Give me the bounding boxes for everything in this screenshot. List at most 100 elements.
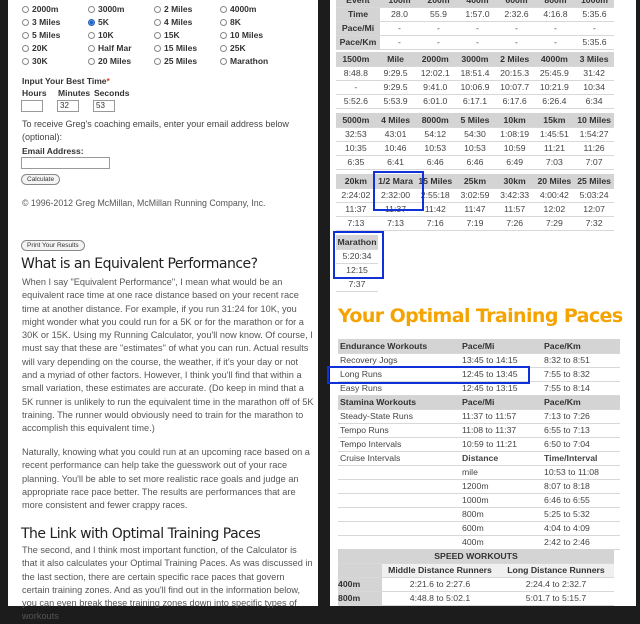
table-cell: - [380,21,419,36]
table-cell: - [336,80,376,95]
table-cell: 5:25 to 5:32 [542,507,620,522]
training-table: Endurance Workouts Pace/Mi Pace/Km Recovery… [338,339,620,550]
radio-marathon[interactable]: Marathon [220,56,268,66]
radio-20-miles[interactable]: 20 Miles [88,56,131,66]
header-cell: 20km [336,174,376,189]
table-cell: 2:32.6 [497,7,536,22]
radio-20k[interactable]: 20K [22,43,48,53]
table-cell: 11:37 to 11:57 [460,409,542,424]
training-row: Tempo Runs 11:08 to 11:37 6:55 to 7:13 [338,423,620,438]
speed-title: SPEED WORKOUTS [338,549,614,564]
radio-10k[interactable]: 10K [88,30,114,40]
radio-800m[interactable]: 800m [22,0,54,1]
table-cell: 4:16.8 [536,7,575,22]
header-cell: 10km [494,113,535,128]
radio-8k[interactable]: 8K [220,17,241,27]
radio-circle-icon[interactable] [154,44,161,52]
radio-3-miles[interactable]: 3 Miles [22,17,60,27]
radio-15-miles[interactable]: 15 Miles [154,43,197,53]
radio-circle-icon[interactable] [220,57,227,65]
results-panel: Event100m200m400m600m800m1000mTime28.055… [327,0,636,606]
speed-row: 400m 2:21.6 to 2:27.6 2:24.4 to 2:32.7 [338,577,614,592]
radio-30k[interactable]: 30K [22,56,48,66]
header-cell: 5 Miles [455,113,495,128]
radio-circle-icon[interactable] [154,18,161,26]
radio-circle-icon[interactable] [88,18,95,26]
table-cell: 5:35.6 [575,7,614,22]
radio-half-mar[interactable]: Half Mar [88,43,132,53]
highlight-marathon [333,231,384,279]
radio-15k[interactable]: 15K [154,30,180,40]
radio-2-miles[interactable]: 2 Miles [154,4,192,14]
radio-1500m[interactable]: 1500m [154,0,190,1]
radio-circle-icon[interactable] [22,31,29,39]
radio-circle-icon[interactable] [154,31,161,39]
radio-4000m[interactable]: 4000m [220,4,256,14]
cruise-row: 800m 5:25 to 5:32 [338,507,620,522]
radio-circle-icon[interactable] [88,5,95,13]
table-cell: 6:01.0 [415,94,456,109]
hours-input[interactable] [21,100,43,112]
naturally-paragraph: Naturally, knowing what you could run at… [22,447,310,511]
radio-circle-icon[interactable] [220,31,227,39]
calculate-button[interactable]: Calculate [21,174,61,185]
radio-circle-icon[interactable] [22,44,29,52]
table-cell [338,479,460,494]
radio-circle-icon[interactable] [220,18,227,26]
table-cell: 11:26 [574,141,614,156]
table-cell: 7:19 [455,216,495,231]
seconds-input[interactable]: 53 [93,100,115,112]
radio-2000m[interactable]: 2000m [22,4,58,14]
radio-10-miles[interactable]: 10 Miles [220,30,263,40]
radio-5k[interactable]: 5K [88,17,109,27]
radio-circle-icon[interactable] [22,18,29,26]
header-cell: 25 Miles [574,174,614,189]
table-cell: 6:41 [375,155,416,170]
header-cell: 1000m [575,0,614,8]
radio-circle-icon[interactable] [22,57,29,65]
table-cell: 9:29.5 [375,66,416,81]
table-cell: 7:03 [534,155,575,170]
speed-title-row: SPEED WORKOUTS [338,549,614,564]
radio-circle-icon[interactable] [220,44,227,52]
header-cell: 4000m [534,52,575,67]
radio-circle-icon[interactable] [88,44,95,52]
print-results-button[interactable]: Print Your Results [21,240,85,251]
results-table-0: 1500m Mile 2000m 3000m 2 Miles 4000m 3 Miles 8:… [336,52,614,109]
table-cell: 7:37 [336,277,378,292]
table-cell: - [575,21,614,36]
radio-5-miles[interactable]: 5 Miles [22,30,60,40]
table-cell: 6:46 to 6:55 [542,493,620,508]
cruise-row: 400m 2:42 to 2:46 [338,535,620,550]
header-cell: 2 Miles [494,52,535,67]
table-cell: 8:48.8 [336,66,376,81]
email-input[interactable] [21,157,110,169]
table-cell: - [419,35,458,50]
table-cell: 10:59 [494,141,535,156]
radio-3000m[interactable]: 3000m [88,4,124,14]
table-cell: Time [336,7,380,22]
radio-circle-icon[interactable] [220,5,227,13]
table-cell: 54:30 [455,127,495,142]
radio-4-miles[interactable]: 4 Miles [154,17,192,27]
table-cell: 20:15.3 [494,66,535,81]
minutes-input[interactable]: 32 [57,100,79,112]
radio-circle-icon[interactable] [154,57,161,65]
equivalent-heading: What is an Equivalent Performance? [21,256,258,272]
header-cell: Mile [375,52,416,67]
results-table-3: Marathon 5:20:34 12:15 7:37 [336,235,378,292]
radio-circle-icon[interactable] [88,57,95,65]
radio-25-miles[interactable]: 25 Miles [154,56,197,66]
results-table-1: 5000m 4 Miles 8000m 5 Miles 10km 15km 10 Miles… [336,113,614,170]
radio-1000m[interactable]: 1000m [88,0,124,1]
radio-25k[interactable]: 25K [220,43,246,53]
radio-mile[interactable]: Mile [220,0,247,1]
radio-circle-icon[interactable] [22,5,29,13]
table-cell: 2:42 to 2:46 [542,535,620,550]
table-cell [338,493,460,508]
radio-circle-icon[interactable] [154,5,161,13]
table-cell: 7:26 [494,216,535,231]
table-cell: Tempo Runs [338,423,460,438]
table-cell: 9:41.0 [415,80,456,95]
radio-circle-icon[interactable] [88,31,95,39]
